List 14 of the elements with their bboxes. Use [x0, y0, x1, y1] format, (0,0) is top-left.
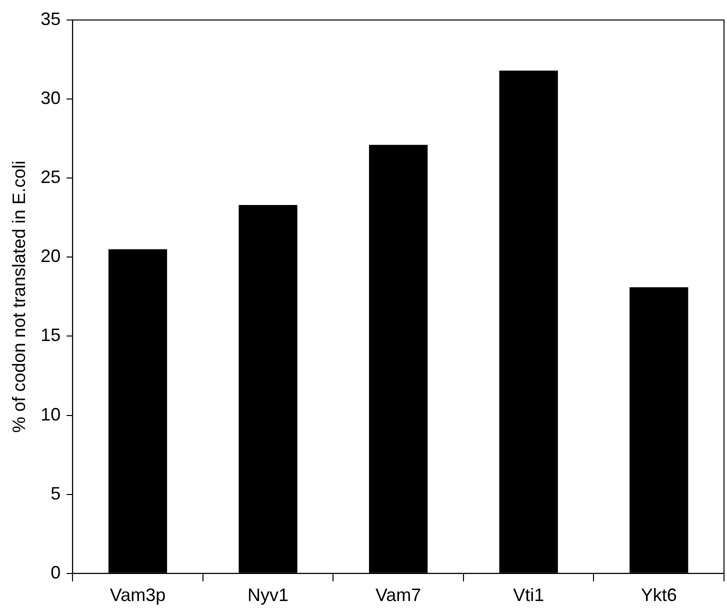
- y-tick-label: 35: [40, 8, 61, 29]
- y-tick-label: 25: [40, 167, 61, 188]
- y-tick-label: 5: [50, 483, 61, 504]
- x-tick-label: Nyv1: [248, 585, 289, 606]
- x-tick-label: Ykt6: [640, 585, 677, 606]
- y-tick-label: 10: [40, 404, 61, 424]
- y-tick-label: 30: [40, 88, 61, 108]
- y-tick-label: 20: [40, 246, 61, 266]
- x-tick-label: Vam3p: [110, 585, 166, 606]
- y-axis-title: % of codon not translated in E.coli: [8, 160, 29, 433]
- y-tick-label: 15: [40, 325, 61, 346]
- x-tick-label: Vam7: [375, 585, 422, 606]
- x-tick-label: Vti1: [513, 585, 544, 606]
- y-tick-label: 0: [50, 562, 61, 582]
